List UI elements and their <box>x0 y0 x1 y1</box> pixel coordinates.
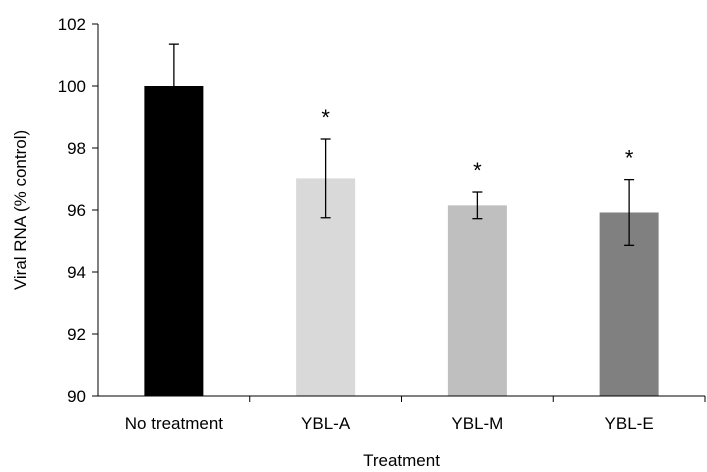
x-axis-title: Treatment <box>363 451 440 470</box>
x-tick-label: No treatment <box>125 414 224 433</box>
y-tick-label: 100 <box>58 77 86 96</box>
x-tick-label: YBL-A <box>301 414 351 433</box>
significance-marker: * <box>321 105 330 130</box>
y-ticks-layer: 90 92 94 96 98 100 102 <box>58 15 98 406</box>
y-tick-label: 96 <box>67 201 86 220</box>
bar-no-treatment <box>144 86 204 396</box>
y-tick-label: 94 <box>67 263 86 282</box>
significance-marker: * <box>473 158 482 183</box>
y-tick-label: 90 <box>67 387 86 406</box>
error-bars-layer <box>168 43 635 246</box>
x-tick-label: YBL-M <box>451 414 503 433</box>
y-axis-title: Viral RNA (% control) <box>11 130 30 290</box>
significance-layer: * * * <box>321 105 634 183</box>
bar-ybl-m <box>447 205 507 396</box>
y-tick-label: 98 <box>67 139 86 158</box>
x-labels-layer: No treatment YBL-A YBL-M YBL-E <box>125 396 706 433</box>
significance-marker: * <box>625 146 634 171</box>
bars-layer <box>144 86 659 396</box>
y-tick-label: 92 <box>67 325 86 344</box>
y-tick-label: 102 <box>58 15 86 34</box>
x-tick-label: YBL-E <box>605 414 654 433</box>
